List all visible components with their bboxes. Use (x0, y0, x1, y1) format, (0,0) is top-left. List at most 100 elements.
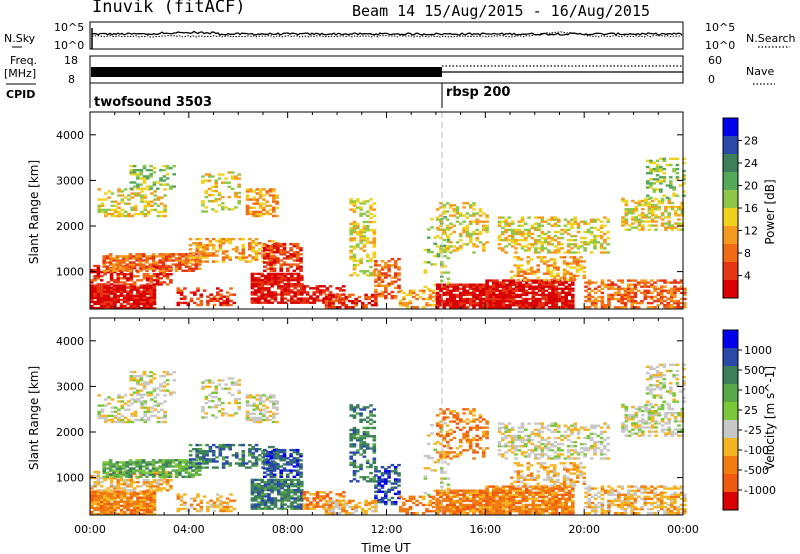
velocity-cell-300 (139, 472, 143, 476)
power-cell-1637 (362, 229, 367, 232)
power-cell-253 (113, 279, 117, 282)
nsearch-series-line (91, 31, 683, 38)
velocity-cell-643 (146, 408, 151, 411)
power-cell-1876 (435, 301, 440, 305)
power-cell-343 (162, 270, 167, 274)
power-cell-807 (232, 301, 237, 305)
power-cell-2060 (491, 283, 496, 286)
velocity-cell-350 (165, 479, 170, 482)
velocity-cell-489 (168, 473, 172, 476)
power-cell-2915 (596, 241, 601, 244)
power-cell-3071 (633, 283, 638, 286)
power-cell-3022 (617, 285, 621, 288)
velocity-cell-1022 (230, 383, 235, 386)
velocity-cell-879 (221, 445, 226, 449)
power-cell-3218 (631, 212, 635, 215)
velocity-cell-452 (148, 469, 153, 472)
power-cell-2855 (570, 251, 574, 254)
power-cell-1159 (260, 291, 265, 294)
power-cell-373 (108, 261, 113, 264)
power-cell-2365 (521, 306, 526, 309)
power-cell-1878 (435, 297, 440, 301)
power-cell-2375 (521, 283, 526, 286)
power-cell-506 (178, 267, 182, 270)
power-cell-154 (136, 296, 140, 300)
power-cell-2329 (508, 283, 512, 286)
power-cell-1432 (305, 291, 310, 294)
power-cell-2135 (445, 245, 450, 248)
power-cell-2449 (544, 297, 549, 301)
power-cell-1670 (369, 206, 373, 209)
power-cell-3361 (649, 161, 653, 165)
velocity-cell-166 (139, 498, 143, 501)
power-cell-738 (172, 164, 176, 168)
power-cell-2863 (570, 218, 574, 221)
power-cell-1900 (442, 291, 447, 295)
power-cell-1963 (462, 287, 466, 290)
power-cell-1448 (315, 289, 320, 292)
velocity-cell-208 (152, 504, 157, 508)
power-cell-1007 (221, 206, 225, 209)
power-cell-3127 (659, 291, 664, 295)
power-cell-2469 (551, 304, 555, 307)
power-cell-2158 (452, 208, 456, 211)
power-cell-374 (108, 259, 113, 262)
power-cell-2205 (472, 251, 476, 254)
power-cell-2823 (553, 222, 558, 225)
power-cell-3186 (683, 297, 687, 301)
power-cell-160 (139, 306, 143, 310)
power-cell-2015 (478, 285, 483, 288)
power-cell-1222 (277, 278, 281, 282)
velocity-cell-612 (130, 412, 134, 415)
velocity-cell-606 (127, 418, 131, 422)
velocity-cell-112 (122, 504, 127, 508)
power-cell-1989 (472, 295, 476, 299)
power-cell-220 (93, 279, 97, 282)
power-cell-2022 (482, 293, 486, 297)
power-cell-263 (119, 277, 124, 280)
velocity-cell-983 (207, 385, 212, 388)
velocity-cell-909 (241, 443, 246, 447)
power-cell-1366 (279, 251, 283, 254)
power-cell-3196 (621, 199, 625, 203)
velocity-cell-627 (140, 406, 144, 409)
power-cell-1796 (418, 295, 423, 299)
power-cell-1271 (290, 278, 294, 282)
velocity-cell-225 (93, 470, 97, 474)
power-cell-492 (168, 257, 172, 260)
velocity-cell-1208 (273, 499, 278, 502)
power-cell-1035 (237, 185, 241, 188)
power-cell-422 (132, 257, 136, 260)
power-cell-304 (142, 273, 147, 276)
velocity-cell-34 (99, 508, 104, 512)
power-cell-2364 (518, 281, 522, 284)
power-cell-832 (198, 244, 203, 247)
power-cell-1131 (253, 299, 258, 302)
power-cell-1616 (359, 241, 363, 244)
power-cell-2698 (504, 218, 508, 221)
velocity-cell-1376 (282, 453, 287, 456)
power-cell-2739 (520, 218, 525, 221)
power-cell-2212 (472, 212, 476, 215)
power-cell-707 (149, 187, 153, 190)
power-cell-1962 (462, 289, 466, 292)
velocity-cell-1054 (249, 394, 253, 397)
velocity-cell-228 (96, 481, 101, 484)
power-cell-1298 (296, 272, 301, 276)
power-cell-3357 (649, 178, 653, 181)
velocity-cell-590 (117, 400, 121, 403)
power-cell-1305 (300, 287, 304, 290)
velocity-cell-537 (191, 465, 195, 468)
velocity-cell-435 (138, 463, 143, 466)
power-cell-264 (119, 273, 124, 276)
power-cell-872 (218, 237, 223, 241)
power-cell-1150 (257, 283, 261, 286)
power-cell-1184 (267, 291, 271, 294)
velocity-cell-855 (208, 445, 213, 449)
power-cell-2025 (482, 287, 486, 290)
power-cell-1275 (293, 301, 297, 304)
power-cell-2699 (507, 243, 512, 246)
velocity-cell-1160 (260, 495, 265, 498)
velocity-cell-414 (128, 469, 133, 472)
power-cell-179 (142, 288, 147, 291)
